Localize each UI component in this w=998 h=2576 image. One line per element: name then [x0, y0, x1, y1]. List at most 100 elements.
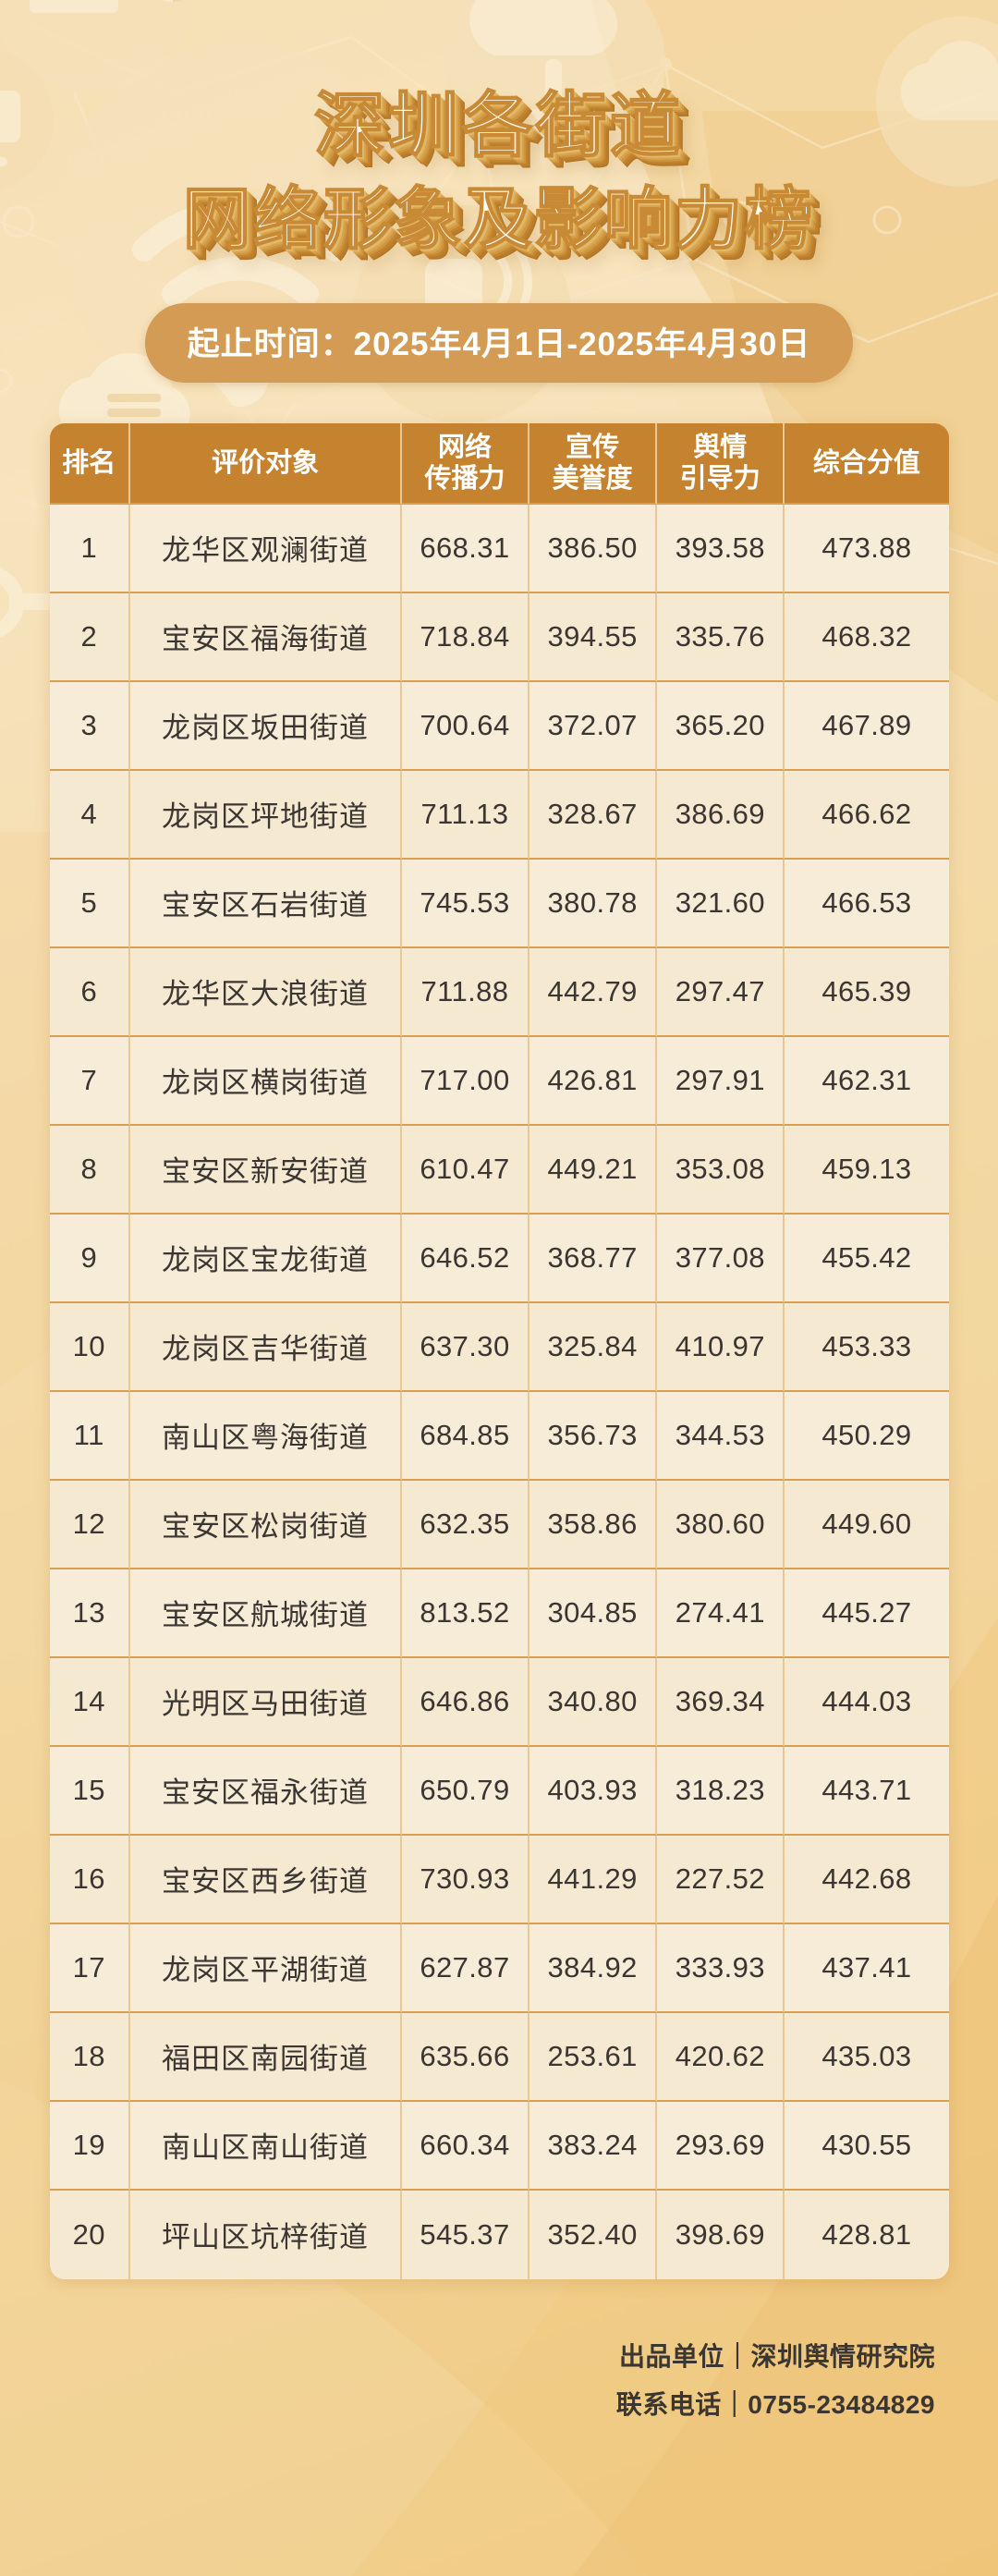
- cell-m1: 718.84: [401, 592, 530, 682]
- cell-m4: 435.03: [785, 2012, 949, 2102]
- cell-m2: 442.79: [529, 947, 658, 1037]
- cell-m2: 441.29: [529, 1835, 658, 1924]
- poster-footer: 出品单位｜深圳舆情研究院 联系电话｜0755-23484829: [0, 2333, 935, 2429]
- page-title-line-2: 网络形象及影响力榜: [182, 179, 815, 259]
- cell-name: 光明区马田街道: [130, 1657, 402, 1747]
- cell-m2: 253.61: [529, 2012, 658, 2102]
- table-row: 8 宝安区新安街道 610.47 449.21 353.08 459.13: [49, 1125, 949, 1215]
- cell-m1: 711.88: [401, 947, 530, 1037]
- table-row: 16 宝安区西乡街道 730.93 441.29 227.52 442.68: [49, 1835, 949, 1924]
- cell-m2: 383.24: [529, 2101, 658, 2191]
- cell-rank: 3: [49, 681, 131, 771]
- cell-m1: 711.13: [401, 770, 530, 860]
- footer-contact: 联系电话｜0755-23484829: [615, 2389, 935, 2419]
- page-title-line-1: 深圳各街道: [313, 84, 684, 166]
- table-header-row: 排名 评价对象 网络 传播力 宣传 美誉度 舆情 引导力 综: [49, 422, 949, 505]
- cell-m3: 318.23: [657, 1746, 785, 1836]
- cell-m2: 403.93: [529, 1746, 658, 1836]
- cell-m3: 344.53: [657, 1391, 785, 1481]
- cell-rank: 14: [49, 1657, 131, 1747]
- cell-m4: 450.29: [785, 1391, 949, 1481]
- cell-m4: 449.60: [785, 1480, 949, 1569]
- cell-m1: 627.87: [401, 1923, 530, 2013]
- column-header-composite-score: 综合分值: [785, 422, 949, 505]
- cell-m1: 635.66: [401, 2012, 530, 2102]
- cell-name: 宝安区松岗街道: [130, 1480, 402, 1569]
- cell-m1: 646.86: [401, 1657, 530, 1747]
- cell-m4: 459.13: [785, 1125, 949, 1215]
- cell-name: 宝安区石岩街道: [130, 859, 402, 948]
- cell-m1: 730.93: [401, 1835, 530, 1924]
- cell-m1: 700.64: [401, 681, 530, 771]
- cell-m3: 393.58: [657, 504, 785, 593]
- cell-rank: 11: [49, 1391, 131, 1481]
- cell-m3: 335.76: [657, 592, 785, 682]
- cell-rank: 10: [49, 1302, 131, 1392]
- table-row: 1 龙华区观澜街道 668.31 386.50 393.58 473.88: [49, 504, 949, 593]
- cell-m3: 297.91: [657, 1036, 785, 1126]
- cell-m2: 356.73: [529, 1391, 658, 1481]
- cell-m2: 352.40: [529, 2190, 658, 2279]
- table-row: 14 光明区马田街道 646.86 340.80 369.34 444.03: [49, 1657, 949, 1747]
- cell-rank: 8: [49, 1125, 131, 1215]
- cell-rank: 2: [49, 592, 131, 682]
- cell-m3: 365.20: [657, 681, 785, 771]
- cell-m2: 426.81: [529, 1036, 658, 1126]
- cell-m1: 610.47: [401, 1125, 530, 1215]
- cell-name: 坪山区坑梓街道: [130, 2190, 402, 2279]
- cell-m3: 227.52: [657, 1835, 785, 1924]
- cell-m4: 428.81: [785, 2190, 949, 2279]
- cell-m4: 462.31: [785, 1036, 949, 1126]
- cell-m2: 325.84: [529, 1302, 658, 1392]
- cell-m3: 353.08: [657, 1125, 785, 1215]
- cell-rank: 4: [49, 770, 131, 860]
- cell-m4: 467.89: [785, 681, 949, 771]
- ranking-table: 排名 评价对象 网络 传播力 宣传 美誉度 舆情 引导力 综: [49, 422, 949, 2279]
- cell-m3: 293.69: [657, 2101, 785, 2191]
- cell-rank: 20: [49, 2190, 131, 2279]
- cell-m2: 384.92: [529, 1923, 658, 2013]
- cell-m2: 340.80: [529, 1657, 658, 1747]
- table-row: 10 龙岗区吉华街道 637.30 325.84 410.97 453.33: [49, 1302, 949, 1392]
- cell-m4: 430.55: [785, 2101, 949, 2191]
- cell-m2: 328.67: [529, 770, 658, 860]
- cell-m4: 443.71: [785, 1746, 949, 1836]
- cell-rank: 16: [49, 1835, 131, 1924]
- table-row: 5 宝安区石岩街道 745.53 380.78 321.60 466.53: [49, 859, 949, 948]
- cell-m1: 745.53: [401, 859, 530, 948]
- table-row: 4 龙岗区坪地街道 711.13 328.67 386.69 466.62: [49, 770, 949, 860]
- cell-m2: 368.77: [529, 1214, 658, 1303]
- cell-m4: 442.68: [785, 1835, 949, 1924]
- cell-m3: 377.08: [657, 1214, 785, 1303]
- cell-rank: 6: [49, 947, 131, 1037]
- table-body: 1 龙华区观澜街道 668.31 386.50 393.58 473.88 2 宝安区福海街道…: [49, 504, 949, 2279]
- cell-rank: 13: [49, 1569, 131, 1658]
- cell-m4: 466.53: [785, 859, 949, 948]
- table-row: 17 龙岗区平湖街道 627.87 384.92 333.93 437.41: [49, 1923, 949, 2013]
- cell-name: 宝安区航城街道: [130, 1569, 402, 1658]
- cell-m3: 420.62: [657, 2012, 785, 2102]
- cell-m3: 274.41: [657, 1569, 785, 1658]
- table-row: 13 宝安区航城街道 813.52 304.85 274.41 445.27: [49, 1569, 949, 1658]
- cell-m1: 813.52: [401, 1569, 530, 1658]
- column-header-rank: 排名: [49, 422, 131, 505]
- cell-m3: 410.97: [657, 1302, 785, 1392]
- table-row: 7 龙岗区横岗街道 717.00 426.81 297.91 462.31: [49, 1036, 949, 1126]
- cell-name: 龙华区观澜街道: [130, 504, 402, 593]
- cell-rank: 12: [49, 1480, 131, 1569]
- table-row: 2 宝安区福海街道 718.84 394.55 335.76 468.32: [49, 592, 949, 682]
- cell-m3: 369.34: [657, 1657, 785, 1747]
- cell-rank: 9: [49, 1214, 131, 1303]
- cell-name: 福田区南园街道: [130, 2012, 402, 2102]
- cell-m3: 321.60: [657, 859, 785, 948]
- table-row: 19 南山区南山街道 660.34 383.24 293.69 430.55: [49, 2101, 949, 2191]
- cell-name: 南山区南山街道: [130, 2101, 402, 2191]
- table-row: 11 南山区粤海街道 684.85 356.73 344.53 450.29: [49, 1391, 949, 1481]
- cell-name: 龙岗区吉华街道: [130, 1302, 402, 1392]
- table-header: 排名 评价对象 网络 传播力 宣传 美誉度 舆情 引导力 综: [49, 422, 949, 505]
- cell-m4: 468.32: [785, 592, 949, 682]
- ranking-table-container: 排名 评价对象 网络 传播力 宣传 美誉度 舆情 引导力 综: [49, 422, 949, 2279]
- cell-m1: 684.85: [401, 1391, 530, 1481]
- cell-name: 南山区粤海街道: [130, 1391, 402, 1481]
- cell-m4: 465.39: [785, 947, 949, 1037]
